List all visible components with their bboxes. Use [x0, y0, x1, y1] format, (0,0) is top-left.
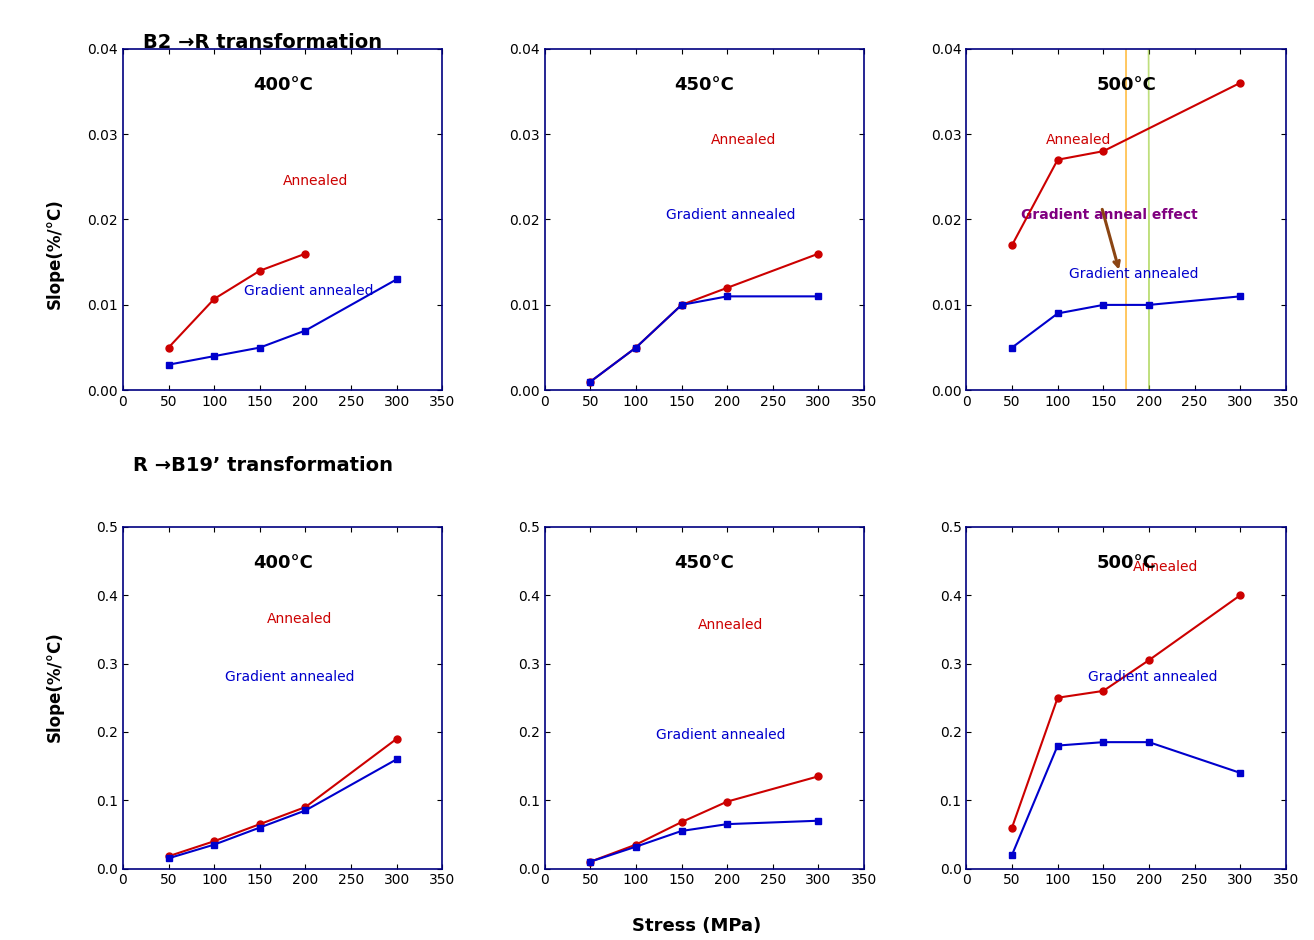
- Text: Annealed: Annealed: [711, 133, 777, 148]
- Text: Gradient annealed: Gradient annealed: [1088, 669, 1217, 683]
- Ellipse shape: [997, 0, 1255, 940]
- Text: Annealed: Annealed: [1133, 560, 1198, 574]
- Text: Annealed: Annealed: [698, 619, 763, 633]
- Ellipse shape: [1017, 0, 1281, 940]
- Text: Gradient annealed: Gradient annealed: [657, 728, 786, 742]
- Text: 400°C: 400°C: [252, 76, 313, 94]
- Text: 500°C: 500°C: [1096, 555, 1156, 572]
- Text: 450°C: 450°C: [674, 76, 735, 94]
- Text: Gradient annealed: Gradient annealed: [666, 209, 795, 223]
- Text: Slope(%/°C): Slope(%/°C): [46, 631, 64, 742]
- Text: Gradient annealed: Gradient annealed: [225, 669, 355, 683]
- Text: 500°C: 500°C: [1096, 76, 1156, 94]
- Text: Gradient annealed: Gradient annealed: [244, 284, 373, 298]
- Text: 450°C: 450°C: [674, 555, 735, 572]
- Text: Stress (MPa): Stress (MPa): [632, 916, 761, 934]
- Text: Annealed: Annealed: [267, 612, 332, 626]
- Text: 400°C: 400°C: [252, 555, 313, 572]
- Text: Gradient anneal effect: Gradient anneal effect: [1021, 209, 1197, 223]
- Text: R →B19’ transformation: R →B19’ transformation: [133, 456, 393, 475]
- Text: Annealed: Annealed: [1046, 133, 1112, 148]
- Text: Slope(%/°C): Slope(%/°C): [46, 198, 64, 309]
- Text: Gradient annealed: Gradient annealed: [1068, 267, 1198, 280]
- Text: Annealed: Annealed: [283, 174, 348, 188]
- Text: B2 →R transformation: B2 →R transformation: [143, 33, 382, 52]
